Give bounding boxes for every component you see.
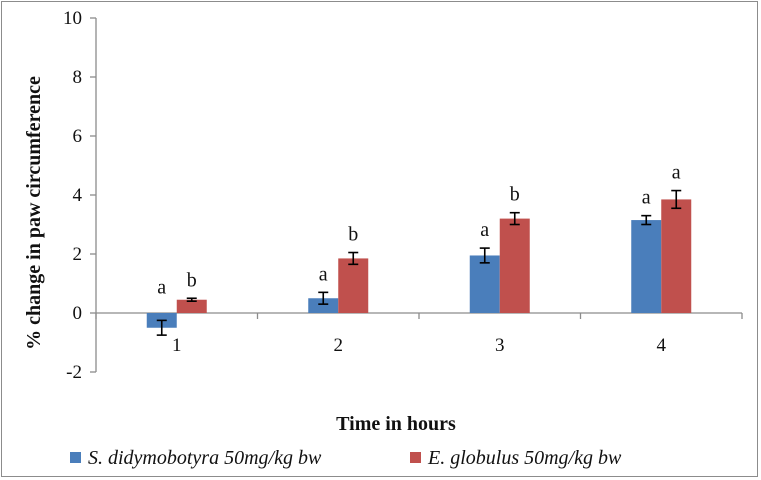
y-axis: 10 8 6 4 2 0 -2 bbox=[63, 8, 97, 383]
significance-label: a bbox=[672, 162, 681, 184]
y-tick-label: 4 bbox=[73, 185, 83, 206]
bar-series-1 bbox=[631, 220, 662, 313]
bars bbox=[146, 189, 692, 336]
y-tick-label: 0 bbox=[73, 303, 83, 324]
bar-series-2 bbox=[499, 218, 530, 313]
x-axis-label: Time in hours bbox=[336, 413, 456, 435]
significance-label: b bbox=[510, 184, 520, 206]
x-tick-label: 2 bbox=[334, 335, 344, 356]
bar-series-2 bbox=[176, 299, 207, 313]
significance-label: a bbox=[157, 277, 166, 299]
x-tick-label: 4 bbox=[657, 335, 667, 356]
y-tick-label: 10 bbox=[63, 8, 82, 29]
y-tick-label: 6 bbox=[73, 126, 83, 147]
significance-label: b bbox=[187, 269, 197, 291]
x-axis: 1 2 3 4 bbox=[95, 312, 743, 356]
significance-label: a bbox=[480, 219, 489, 241]
bar-series-2 bbox=[661, 199, 692, 313]
legend-label-series-1: S. didymobotyra 50mg/kg bw bbox=[88, 447, 322, 469]
significance-label: a bbox=[319, 263, 328, 285]
legend: S. didymobotyra 50mg/kg bw E. globulus 5… bbox=[70, 447, 622, 469]
significance-label: a bbox=[642, 187, 651, 209]
legend-label-series-2: E. globulus 50mg/kg bw bbox=[427, 447, 622, 469]
y-tick-label: 8 bbox=[73, 67, 83, 88]
bar-series-1 bbox=[469, 255, 500, 313]
y-tick-label: 2 bbox=[73, 244, 83, 265]
significance-label: b bbox=[348, 224, 358, 246]
bar-series-1 bbox=[308, 298, 339, 313]
y-tick-label: -2 bbox=[66, 362, 82, 383]
legend-swatch-series-1 bbox=[70, 452, 81, 463]
x-tick-label: 1 bbox=[172, 335, 182, 356]
x-tick-label: 3 bbox=[495, 335, 505, 356]
y-axis-label: % change in paw circumference bbox=[23, 76, 45, 350]
bar-series-2 bbox=[338, 258, 369, 313]
legend-swatch-series-2 bbox=[410, 452, 421, 463]
